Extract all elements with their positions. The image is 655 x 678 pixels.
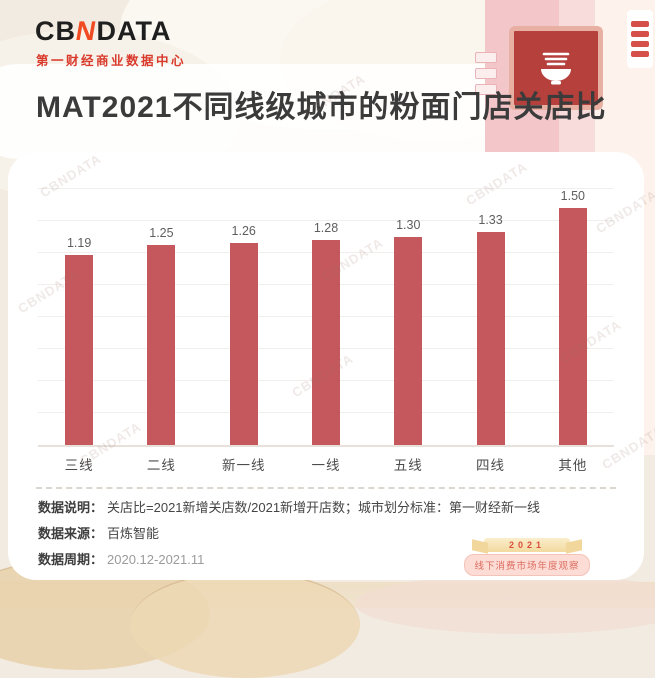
logo-accent-n: N (73, 16, 100, 46)
bar-slot: 1.30 (367, 189, 449, 445)
x-axis-label: 新一线 (221, 458, 266, 473)
report-badge: 2021 线下消费市场年度观察 (462, 538, 592, 576)
bar-series: 1.19 1.25 1.26 1.28 1.30 1.33 1.50 (38, 189, 614, 445)
bar (311, 240, 340, 445)
bar-slot: 1.33 (449, 189, 531, 445)
note-value: 关店比=2021新增关店数/2021新增开店数；城市划分标准：第一财经新一线 (107, 500, 541, 515)
bar-slot: 1.19 (38, 189, 120, 445)
bar (229, 243, 258, 445)
data-note-row: 数据来源： 百炼智能 (38, 521, 614, 547)
x-axis-label: 四线 (476, 458, 506, 473)
data-note-row: 数据周期： 2020.12-2021.11 (38, 547, 614, 573)
gridline (38, 220, 614, 221)
badge-year: 2021 (508, 540, 546, 550)
data-note-row: 数据说明： 关店比=2021新增关店数/2021新增开店数；城市划分标准：第一财经… (38, 495, 614, 521)
chart-card: 1.19 1.25 1.26 1.28 1.30 1.33 1.50 三线 二线 新一线 一线 五线… (8, 152, 644, 580)
bar-value-label: 1.33 (478, 213, 503, 228)
x-axis-labels: 三线 二线 新一线 一线 五线 四线 其他 (38, 454, 614, 474)
title-background-band (0, 64, 550, 159)
bar-chart-plot-area: 1.19 1.25 1.26 1.28 1.30 1.33 1.50 (38, 188, 614, 447)
x-axis-label: 其他 (558, 458, 588, 473)
x-axis-label: 五线 (393, 458, 423, 473)
hill-blob (130, 571, 360, 678)
logo-tagline: 第一财经商业数据中心 (36, 54, 187, 68)
bar (65, 254, 94, 445)
bar-value-label: 1.26 (231, 224, 256, 239)
x-axis-label: 二线 (146, 458, 176, 473)
data-notes: 数据说明： 关店比=2021新增关店数/2021新增开店数；城市划分标准：第一财经… (38, 495, 614, 573)
badge-pill: 线下消费市场年度观察 (464, 554, 590, 576)
bar (394, 237, 423, 445)
hill-blob (355, 574, 655, 634)
logo-text-cb: CB (35, 16, 76, 46)
x-axis-label: 一线 (311, 458, 341, 473)
shop-signboard (627, 10, 653, 68)
note-value: 2020.12-2021.11 (107, 552, 205, 567)
bowl-shape (541, 69, 571, 81)
bar (476, 232, 505, 445)
gridline (38, 188, 614, 189)
note-label: 数据来源： (38, 526, 104, 541)
bar-slot: 1.25 (120, 189, 202, 445)
note-label: 数据说明： (38, 500, 104, 515)
bar-value-label: 1.50 (560, 189, 585, 203)
bar-value-label: 1.25 (149, 226, 174, 240)
bar (558, 208, 587, 445)
window-slats (475, 52, 497, 100)
bar-value-label: 1.19 (66, 235, 92, 250)
infographic-page: { "brand": { "logo_prefix": "CB", "logo_… (0, 0, 655, 608)
logo-text-data: DATA (96, 16, 172, 46)
bar-slot: 1.26 (203, 189, 285, 445)
bar-slot: 1.50 (532, 189, 614, 445)
bar-value-label: 1.30 (396, 218, 421, 232)
bar-slot: 1.28 (285, 189, 367, 445)
bar (147, 245, 176, 445)
footer-divider (36, 487, 616, 489)
bar-value-label: 1.28 (313, 221, 339, 236)
note-label: 数据周期： (38, 552, 104, 567)
page-title: MAT2021不同线级城市的粉面门店关店比 (36, 91, 607, 124)
badge-ribbon: 2021 (484, 538, 570, 552)
cbndata-logo: CBNDATA (35, 16, 171, 47)
note-value: 百炼智能 (107, 526, 160, 541)
noodle-bowl-icon (541, 52, 571, 85)
x-axis-label: 三线 (64, 458, 94, 473)
noodle-shop-sign (509, 26, 603, 110)
